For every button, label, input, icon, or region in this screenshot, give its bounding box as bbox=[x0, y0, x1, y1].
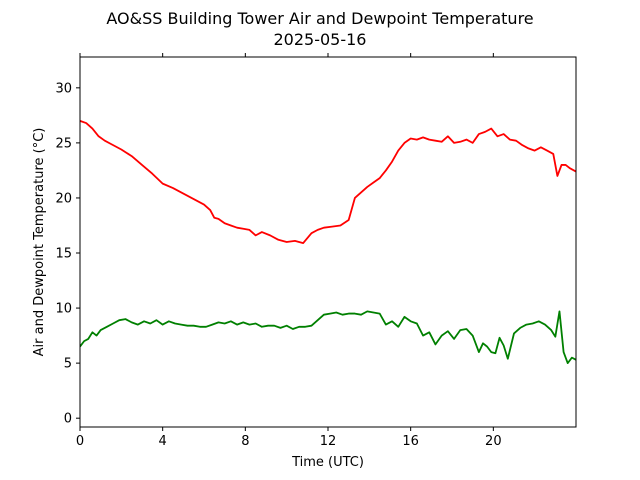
y-tick-label: 0 bbox=[64, 412, 72, 427]
chart-subtitle: 2025-05-16 bbox=[274, 30, 367, 49]
chart-title: AO&SS Building Tower Air and Dewpoint Te… bbox=[106, 9, 533, 28]
y-axis-label: Air and Dewpoint Temperature (°C) bbox=[32, 128, 47, 357]
plot-area bbox=[80, 120, 576, 365]
y-tick-label: 10 bbox=[55, 302, 72, 317]
y-tick-label: 20 bbox=[55, 191, 72, 206]
x-tick-label: 0 bbox=[76, 434, 84, 449]
ticks: 0 4 8 12 16 20 0 5 10 15 20 25 30 bbox=[55, 53, 502, 449]
y-tick-label: 15 bbox=[55, 247, 72, 262]
x-tick-label: 12 bbox=[320, 434, 337, 449]
y-tick-label: 25 bbox=[55, 136, 72, 151]
x-axis-label: Time (UTC) bbox=[291, 455, 364, 470]
x-tick-label: 8 bbox=[241, 434, 249, 449]
x-tick-label: 20 bbox=[485, 434, 502, 449]
series-line-1 bbox=[80, 120, 576, 244]
x-tick-label: 16 bbox=[402, 434, 419, 449]
y-tick-label: 5 bbox=[64, 357, 72, 372]
x-tick-label: 4 bbox=[159, 434, 167, 449]
series-line-2 bbox=[80, 310, 576, 365]
y-tick-label: 30 bbox=[55, 81, 72, 96]
